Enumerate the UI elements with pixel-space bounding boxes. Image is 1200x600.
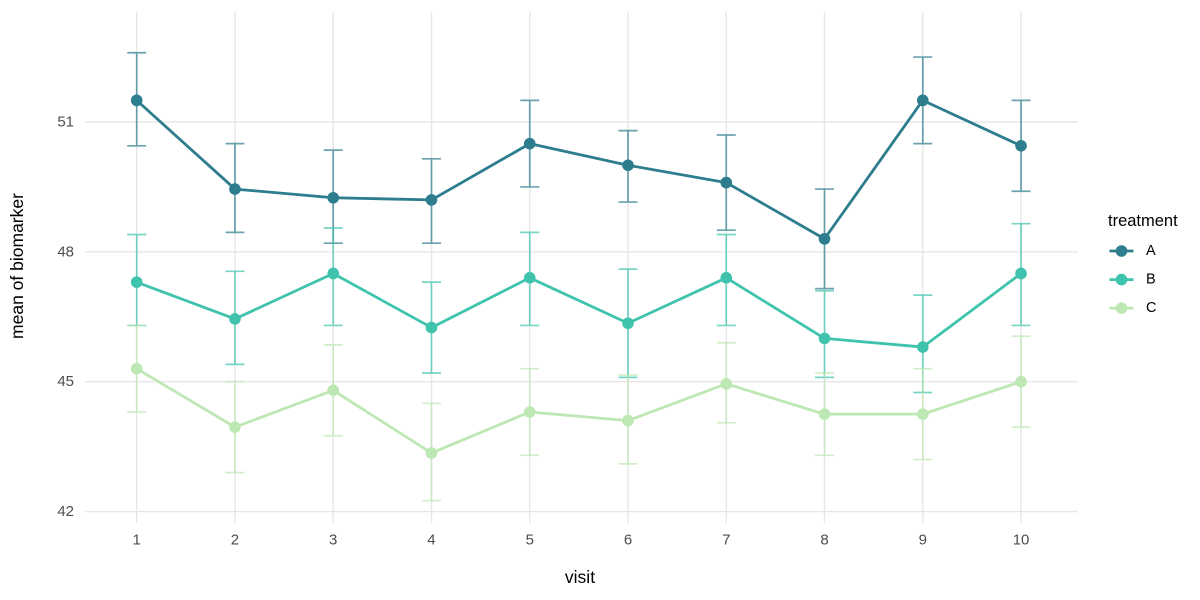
point-B-visit-3: [327, 267, 340, 280]
legend-items: ABC: [1109, 243, 1156, 316]
series-C: [127, 324, 1031, 502]
point-B-visit-8: [818, 332, 831, 345]
y-tick-label-42: 42: [57, 503, 74, 520]
x-tick-label-7: 7: [722, 532, 730, 549]
legend-label-A: A: [1146, 243, 1156, 259]
y-axis-title: mean of biomarker: [7, 193, 27, 339]
point-A-visit-1: [130, 94, 143, 107]
point-A-visit-3: [327, 191, 340, 204]
y-tick-label-45: 45: [57, 373, 74, 390]
point-C-visit-10: [1015, 375, 1027, 388]
point-B-visit-10: [1015, 267, 1027, 280]
x-tick-label-3: 3: [329, 532, 337, 549]
point-A-visit-8: [818, 233, 831, 245]
legend: treatment ABC: [1108, 212, 1178, 316]
point-A-visit-7: [720, 176, 733, 189]
y-tick-label-51: 51: [57, 114, 74, 131]
legend-label-C: C: [1146, 300, 1156, 316]
x-tick-label-4: 4: [427, 532, 435, 549]
x-tick-label-9: 9: [919, 532, 927, 549]
grid-layer: [85, 12, 1078, 523]
legend-key-point: [1115, 245, 1128, 257]
point-A-visit-10: [1015, 140, 1027, 152]
series-layer: [127, 51, 1031, 502]
point-B-visit-4: [425, 321, 438, 334]
point-C-visit-8: [818, 408, 831, 420]
point-B-visit-2: [229, 313, 241, 325]
point-B-visit-1: [130, 276, 143, 288]
point-C-visit-7: [720, 378, 733, 390]
point-B-visit-9: [916, 341, 929, 353]
point-C-visit-4: [425, 447, 438, 459]
legend-label-B: B: [1146, 272, 1156, 288]
legend-key-point: [1115, 302, 1128, 315]
line-B: [135, 272, 1023, 349]
point-C-visit-5: [523, 406, 536, 418]
point-A-visit-4: [425, 194, 438, 206]
point-C-visit-2: [229, 421, 241, 433]
x-tick-label-1: 1: [133, 532, 141, 549]
point-A-visit-5: [523, 137, 536, 150]
series-B: [127, 222, 1031, 394]
legend-item-C: C: [1109, 300, 1156, 316]
series-A: [127, 51, 1031, 290]
legend-title: treatment: [1108, 212, 1178, 230]
point-A-visit-9: [916, 94, 929, 107]
point-C-visit-1: [130, 362, 143, 375]
y-tick-label-48: 48: [57, 243, 74, 260]
point-C-visit-6: [622, 414, 634, 427]
x-tick-label-10: 10: [1013, 532, 1030, 549]
x-tick-label-6: 6: [624, 532, 632, 549]
point-A-visit-6: [622, 159, 634, 172]
line-A: [135, 98, 1023, 241]
x-tick-label-2: 2: [231, 532, 239, 549]
point-B-visit-5: [523, 272, 536, 284]
x-axis-title: visit: [565, 567, 595, 587]
point-B-visit-6: [622, 317, 634, 330]
point-C-visit-3: [327, 384, 340, 397]
x-tick-label-8: 8: [820, 532, 828, 549]
line-C: [135, 367, 1023, 455]
point-C-visit-9: [916, 408, 929, 420]
legend-item-B: B: [1109, 272, 1156, 288]
x-tick-label-5: 5: [526, 532, 534, 549]
point-B-visit-7: [720, 272, 733, 284]
point-A-visit-2: [229, 183, 241, 195]
legend-item-A: A: [1109, 243, 1156, 259]
legend-key-point: [1115, 273, 1128, 286]
